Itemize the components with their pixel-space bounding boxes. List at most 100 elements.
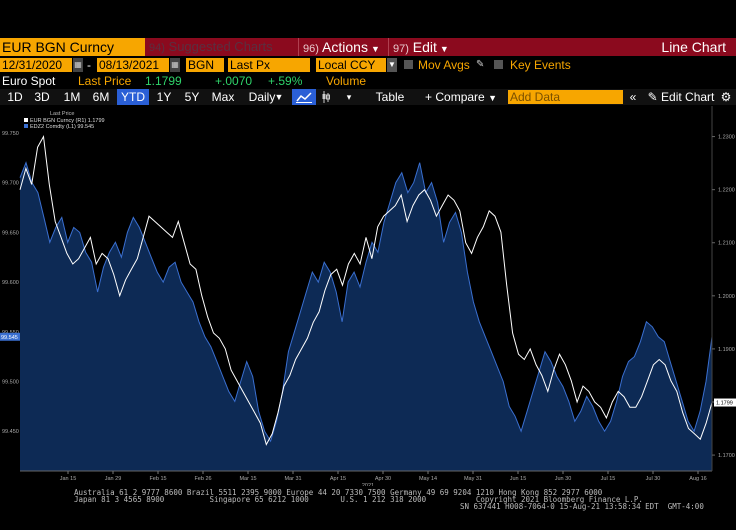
chevron-down-icon[interactable]: ▾ <box>346 92 352 102</box>
table-button[interactable]: Table <box>375 90 405 104</box>
x-tick-label: Jun 15 <box>510 476 527 482</box>
edit-menu[interactable]: 97) Edit ▼ <box>388 38 457 56</box>
calendar-icon[interactable]: ▦ <box>170 58 180 72</box>
left-tick-label: 99.700 <box>2 181 19 187</box>
chart-type-title: Line Chart <box>661 39 726 55</box>
legend-swatch-blue <box>24 124 28 128</box>
actions-menu[interactable]: 96) Actions ▼ <box>298 38 387 56</box>
x-tick-label: May 31 <box>464 476 482 482</box>
range-3d-button[interactable]: 3D <box>34 90 50 104</box>
chevron-down-icon: ▼ <box>439 44 449 54</box>
frequency-select[interactable]: Daily <box>242 89 282 105</box>
last-price-label: Last Price <box>78 74 132 88</box>
x-tick-label: Feb 26 <box>194 476 211 482</box>
edit-chart-button[interactable]: ✎ Edit Chart <box>646 89 716 105</box>
security-name: Euro Spot <box>2 74 56 88</box>
x-tick-label: Jan 29 <box>105 476 122 482</box>
x-tick-label: Jun 30 <box>555 476 572 482</box>
chart-legend: Last Price EUR BGN Curncy (R1) 1.1799 ED… <box>24 111 105 130</box>
range-1y-button[interactable]: 1Y <box>156 90 172 104</box>
x-tick-label: Mar 15 <box>239 476 256 482</box>
candlestick-icon[interactable] <box>318 89 334 105</box>
chevron-down-icon[interactable]: ▼ <box>387 58 397 72</box>
range-max-button[interactable]: Max <box>211 90 235 104</box>
right-tick-label: 1.2100 <box>718 241 735 247</box>
axis-layer: 99.75099.70099.65099.60099.55099.50099.4… <box>0 106 736 486</box>
collapse-icon[interactable]: « <box>629 90 637 104</box>
add-data-input[interactable]: Add Data <box>508 90 623 104</box>
x-tick-label: Jan 15 <box>60 476 77 482</box>
range-toolbar: 1D 3D 1M 6M YTD 1Y 5Y Max Daily ▼ ▾ Tabl… <box>0 89 736 105</box>
pencil-icon: ✎ <box>647 90 658 104</box>
legend-entry-2: EDZ2 Comdty (L1) 99.545 <box>30 124 94 130</box>
left-tick-label: 99.500 <box>2 380 19 386</box>
compare-button[interactable]: + Compare ▼ <box>420 89 502 105</box>
line-chart-icon[interactable] <box>292 89 316 105</box>
legend-entry-1: EUR BGN Curncy (R1) 1.1799 <box>30 118 105 124</box>
calendar-icon[interactable]: ▦ <box>73 58 83 72</box>
range-1d-button[interactable]: 1D <box>7 90 23 104</box>
left-tick-label: 99.650 <box>2 230 19 236</box>
right-last-value-badge <box>714 398 736 407</box>
year-label: 2021 <box>362 483 374 486</box>
footer-line-1: Australia 61 2 9777 8600 Brazil 5511 239… <box>74 488 603 497</box>
chevron-down-icon[interactable]: ▼ <box>274 92 284 102</box>
left-last-value-badge <box>0 332 20 341</box>
x-tick-label: May 14 <box>419 476 437 482</box>
pencil-icon[interactable]: ✎ <box>476 59 485 70</box>
actions-number: 96) <box>303 43 319 55</box>
edit-number: 97) <box>393 43 409 55</box>
range-6m-button[interactable]: 6M <box>92 90 110 104</box>
currency-code-input[interactable]: BGN <box>186 58 224 72</box>
quote-line: Euro Spot Last Price 1.1799 +.0070 +.59%… <box>0 73 736 89</box>
mov-avgs-label: Mov Avgs <box>418 58 470 72</box>
white-series-line <box>19 135 713 446</box>
left-last-value: 99.545 <box>1 335 18 341</box>
right-tick-label: 1.2200 <box>718 188 735 194</box>
blue-series-line <box>19 161 713 443</box>
left-tick-label: 99.600 <box>2 280 19 286</box>
x-tick-label: Jul 15 <box>601 476 616 482</box>
gear-icon[interactable]: ⚙ <box>720 90 732 104</box>
date-separator: - <box>87 58 91 72</box>
left-tick-label: 99.750 <box>2 131 19 137</box>
range-5y-button[interactable]: 5Y <box>184 90 200 104</box>
start-date-input[interactable]: 12/31/2020 <box>0 58 72 72</box>
key-events-label: Key Events <box>510 58 571 72</box>
compare-label: Compare <box>435 90 485 104</box>
footer-line-2: Japan 81 3 4565 8900 Singapore 65 6212 1… <box>74 495 643 504</box>
x-tick-label: Aug 16 <box>689 476 706 482</box>
line-layer <box>19 135 713 446</box>
price-chart[interactable]: 99.75099.70099.65099.60099.55099.50099.4… <box>0 106 736 486</box>
footer: Australia 61 2 9777 8600 Brazil 5511 239… <box>0 487 736 530</box>
price-field-input[interactable]: Last Px <box>228 58 310 72</box>
x-tick-label: Apr 15 <box>330 476 346 482</box>
end-date-input[interactable]: 08/13/2021 <box>97 58 169 72</box>
legend-title: Last Price <box>50 111 74 117</box>
right-tick-label: 1.2000 <box>718 294 735 300</box>
key-events-checkbox[interactable] <box>494 60 503 69</box>
main-toolbar: EUR BGN Curncy 94) Suggested Charts 96) … <box>0 38 736 56</box>
right-tick-label: 1.2300 <box>718 135 735 141</box>
right-last-value: 1.1799 <box>716 401 733 407</box>
ticker-field[interactable]: EUR BGN Curncy <box>0 38 145 56</box>
date-toolbar: 12/31/2020 ▦ - 08/13/2021 ▦ BGN Last Px … <box>0 57 736 73</box>
area-layer <box>20 162 712 471</box>
actions-label: Actions <box>322 39 368 55</box>
range-1m-button[interactable]: 1M <box>63 90 81 104</box>
price-change: +.0070 <box>215 74 253 88</box>
plus-icon: + <box>425 90 433 104</box>
x-tick-label: Mar 31 <box>284 476 301 482</box>
range-ytd-button[interactable]: YTD <box>117 89 149 105</box>
blue-series-area <box>20 162 712 471</box>
mov-avgs-checkbox[interactable] <box>404 60 413 69</box>
x-tick-label: Feb 15 <box>149 476 166 482</box>
right-tick-label: 1.1700 <box>718 453 735 459</box>
chevron-down-icon: ▼ <box>488 93 497 103</box>
suggested-charts-menu[interactable]: 94) Suggested Charts <box>149 38 289 56</box>
edit-label: Edit <box>412 39 437 55</box>
currency-mode-select[interactable]: Local CCY <box>316 58 386 72</box>
percent-change: +.59% <box>268 74 303 88</box>
suggested-charts-number: 94) <box>149 42 165 54</box>
x-tick-label: Jul 30 <box>646 476 661 482</box>
